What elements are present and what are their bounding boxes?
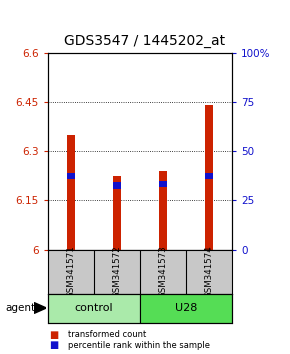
Text: GDS3547 / 1445202_at: GDS3547 / 1445202_at (64, 34, 226, 48)
Text: control: control (75, 303, 113, 313)
Text: U28: U28 (175, 303, 197, 313)
Text: GSM341574: GSM341574 (204, 245, 213, 298)
Text: transformed count: transformed count (68, 330, 146, 339)
Bar (113, 182, 121, 189)
Text: agent: agent (6, 303, 36, 313)
Text: GSM341572: GSM341572 (113, 245, 122, 298)
Text: ■: ■ (49, 340, 59, 350)
Bar (159, 171, 167, 250)
Polygon shape (34, 303, 46, 313)
Bar (113, 176, 121, 250)
Bar (67, 135, 75, 250)
Text: GSM341571: GSM341571 (66, 245, 75, 298)
Bar (48, 294, 140, 323)
Text: ■: ■ (49, 330, 59, 340)
Text: percentile rank within the sample: percentile rank within the sample (68, 341, 210, 350)
Bar (205, 105, 213, 250)
Bar (140, 294, 232, 323)
Bar (159, 181, 167, 187)
Bar (67, 173, 75, 179)
Bar (205, 173, 213, 179)
Text: GSM341573: GSM341573 (158, 245, 167, 298)
